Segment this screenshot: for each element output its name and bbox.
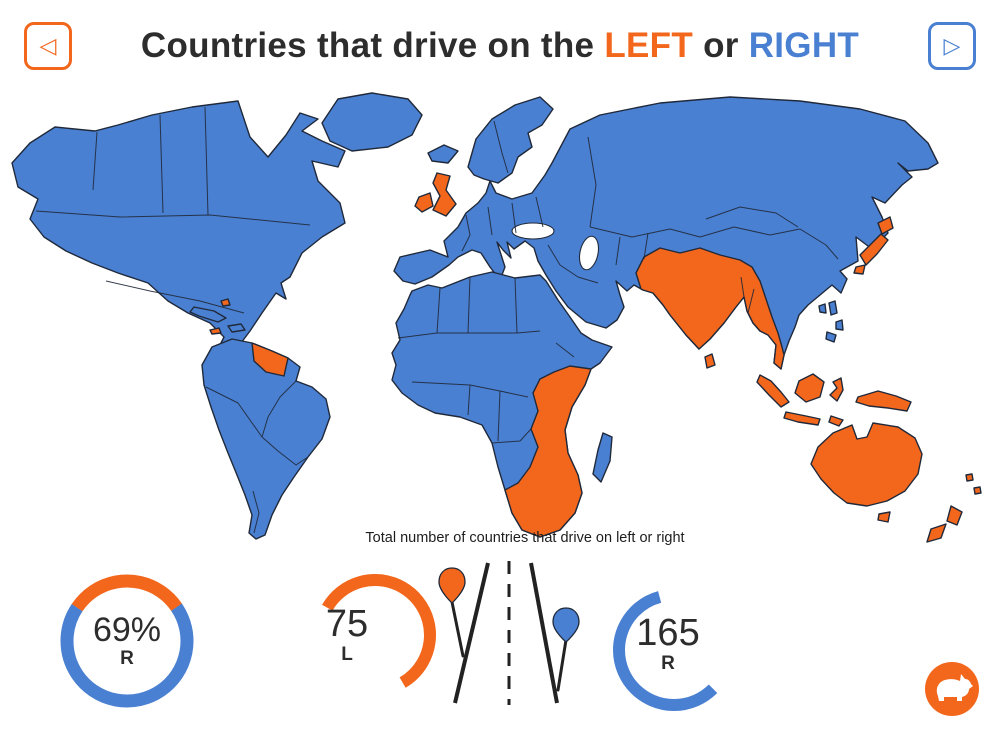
rhino-silhouette xyxy=(936,674,973,701)
prev-button[interactable]: ◁ xyxy=(24,22,72,70)
region-cuba xyxy=(189,306,227,323)
right-driving-landmasses xyxy=(11,92,939,540)
region-indonesia xyxy=(756,373,844,427)
region-scandinavia xyxy=(467,96,554,184)
region-ireland xyxy=(414,192,434,213)
left-side-letter: L xyxy=(341,644,353,666)
region-south-america xyxy=(201,338,331,540)
black-sea xyxy=(511,222,555,240)
percent-gauge-text: 69% R xyxy=(57,571,197,711)
region-japan xyxy=(853,216,894,275)
region-sri-lanka xyxy=(704,353,716,369)
next-button[interactable]: ▷ xyxy=(928,22,976,70)
road-left-edge xyxy=(453,562,490,704)
rhino-icon xyxy=(936,674,973,701)
region-bahamas xyxy=(220,298,231,307)
right-count-value: 165 xyxy=(636,612,700,655)
page-title: Countries that drive on the LEFT or RIGH… xyxy=(80,26,920,66)
region-new-zealand xyxy=(926,505,963,543)
region-united-kingdom xyxy=(432,172,457,217)
left-count-text: 75 L xyxy=(277,565,417,705)
percent-side-letter: R xyxy=(120,648,134,670)
region-greenland xyxy=(321,92,423,152)
region-north-america xyxy=(11,100,346,362)
left-lane-pin-stick xyxy=(450,600,465,658)
region-guyana-suriname xyxy=(251,342,289,377)
region-jamaica xyxy=(209,327,222,335)
region-fiji-pacific-islands xyxy=(965,473,982,495)
road-illustration xyxy=(438,561,580,705)
region-australia xyxy=(810,422,923,507)
region-iceland xyxy=(427,144,459,164)
inland-seas xyxy=(511,222,600,271)
title-or-word: or xyxy=(703,26,739,65)
percent-value: 69% xyxy=(92,611,162,650)
title-right-word: RIGHT xyxy=(748,26,860,65)
next-arrow-icon: ▷ xyxy=(943,33,961,58)
region-southern-eastern-africa xyxy=(504,365,592,538)
region-philippines xyxy=(825,300,844,343)
right-count-text: 165 R xyxy=(598,574,738,714)
region-madagascar xyxy=(592,432,613,483)
right-side-letter: R xyxy=(661,653,675,675)
title-left-word: LEFT xyxy=(604,26,694,65)
region-south-asia xyxy=(635,247,785,370)
right-lane-pin-icon xyxy=(552,607,580,643)
world-map-choropleth xyxy=(11,92,982,543)
left-lane-pin-icon xyxy=(438,567,466,604)
caspian-sea xyxy=(578,235,600,271)
percent-donut-gauge: 69% R xyxy=(57,571,197,711)
region-hispaniola xyxy=(227,323,246,333)
left-count-gauge: 75 L xyxy=(305,565,445,705)
left-count-arc-svg xyxy=(314,574,436,696)
prev-arrow-icon: ◁ xyxy=(39,33,57,58)
region-tasmania xyxy=(877,511,891,523)
road-right-edge xyxy=(529,562,559,704)
title-prefix: Countries that drive on the xyxy=(140,26,595,65)
right-count-arc xyxy=(613,589,735,711)
left-count-value: 75 xyxy=(325,603,369,646)
region-new-guinea xyxy=(855,390,912,412)
region-taiwan xyxy=(818,303,827,314)
country-border-lines xyxy=(35,106,839,534)
rhino-logo xyxy=(925,662,979,716)
percent-donut xyxy=(60,574,194,708)
right-count-gauge: 165 R xyxy=(604,580,744,720)
right-count-arc-svg xyxy=(613,589,735,711)
right-lane-pin-stick xyxy=(556,638,568,692)
stats-caption: Total number of countries that drive on … xyxy=(365,530,685,546)
left-driving-landmasses xyxy=(209,172,982,543)
